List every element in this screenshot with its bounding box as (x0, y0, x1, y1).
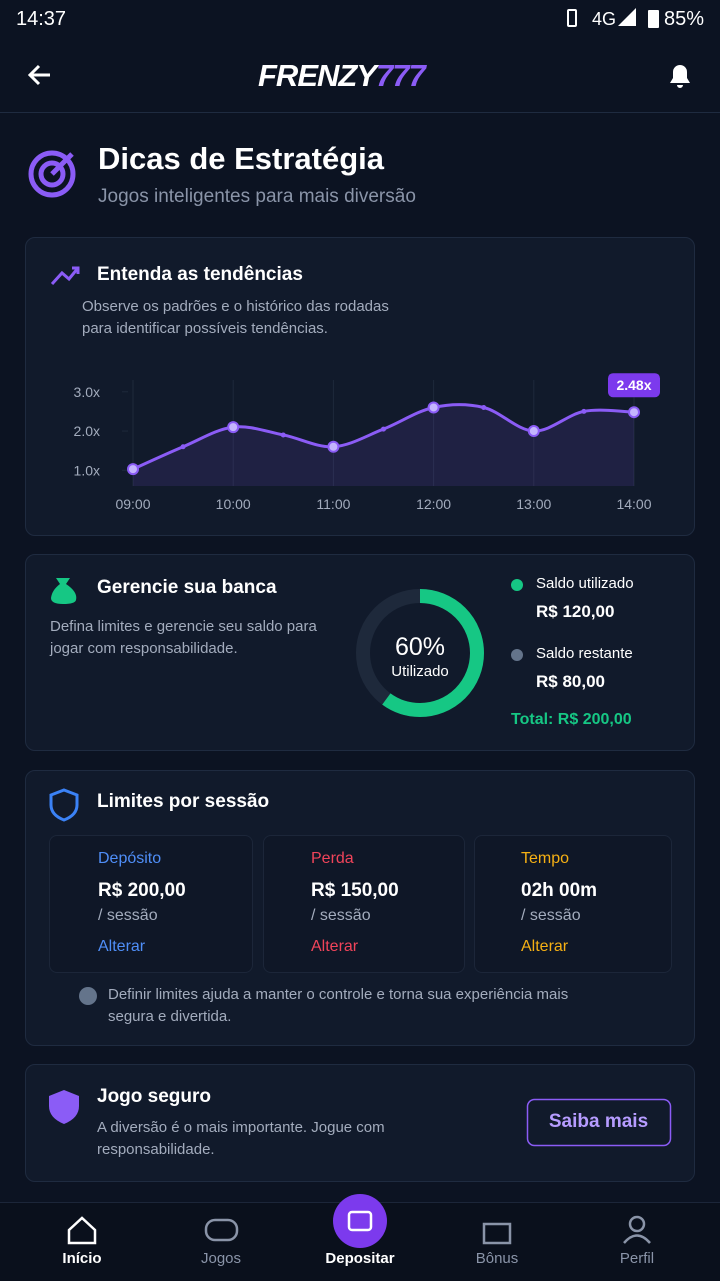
point (327, 440, 340, 453)
legend-name: Saldo restante (536, 645, 633, 662)
point (527, 425, 540, 438)
notifications-button[interactable] (670, 65, 690, 88)
legend-amount: R$ 120,00 (536, 602, 615, 621)
learn-more-button[interactable] (526, 1098, 672, 1147)
vibrate-icon (567, 9, 577, 27)
limit-unit: / sessão (311, 907, 371, 924)
safe-card (25, 1064, 695, 1182)
point (628, 406, 640, 419)
logo-accent: 777 (376, 58, 426, 93)
back-button[interactable] (27, 64, 50, 86)
legend-dot (511, 579, 523, 591)
status-time: 14:37 (16, 8, 67, 30)
nav-label[interactable]: Perfil (619, 1250, 655, 1267)
trends-title: Entenda as tendências (97, 264, 303, 285)
games-icon[interactable] (204, 1218, 239, 1242)
deposit-button[interactable] (333, 1194, 387, 1248)
limit-action[interactable]: Alterar (521, 938, 569, 955)
bonus-icon[interactable] (482, 1222, 512, 1245)
limit-box (263, 835, 465, 973)
limit-box (49, 835, 253, 973)
safe-title: Jogo seguro (97, 1086, 212, 1107)
nav-label[interactable]: Bônus (475, 1250, 519, 1267)
x-tick-label: 11:00 (316, 496, 350, 512)
limits-title: Limites por sessão (97, 791, 270, 812)
y-tick-label: 3.0x (74, 384, 100, 400)
point (381, 426, 386, 432)
legend-dot (511, 649, 523, 661)
donut-chart: 60% Utilizado (356, 589, 484, 717)
target-icon (28, 150, 76, 198)
profile-icon[interactable] (628, 1215, 646, 1233)
bankroll-total: Total: R$ 200,00 (511, 711, 632, 728)
point (581, 408, 587, 414)
value-label: 2.48x (616, 377, 651, 393)
limit-unit: / sessão (98, 907, 158, 924)
signal-icon (618, 8, 636, 26)
money-icon (51, 578, 77, 604)
limit-action[interactable]: Alterar (98, 938, 146, 955)
nav-label[interactable]: Jogos (200, 1250, 242, 1267)
y-tick-label: 2.0x (74, 423, 100, 439)
safe-icon (49, 1090, 79, 1124)
point (280, 432, 286, 438)
point (227, 421, 240, 434)
x-tick-label: 09:00 (115, 496, 150, 512)
safe-text: A diversão é o mais importante. Jogue co… (97, 1119, 385, 1158)
wallet-icon (347, 1210, 373, 1232)
legend-name: Saldo utilizado (536, 575, 634, 592)
bankroll-description: Defina limites e gerencie seu saldo para… (50, 618, 317, 657)
home-icon[interactable] (67, 1216, 97, 1245)
limit-amount: R$ 150,00 (311, 880, 399, 901)
limit-action[interactable]: Alterar (311, 938, 359, 955)
logo-main: FRENZY (258, 58, 377, 93)
limit-label: Tempo (521, 850, 570, 867)
nav-icons (67, 1215, 651, 1245)
line-area (133, 404, 634, 486)
nav-label[interactable]: Início (62, 1250, 102, 1267)
limit-label: Depósito (98, 850, 162, 867)
shield-icon (49, 788, 79, 822)
battery-icon (648, 10, 659, 28)
trend-chart: 09:00 10:00 11:00 12:00 13:00 14:00 1.0x 2.0x 3.… (74, 373, 660, 512)
x-tick-label: 12:00 (416, 496, 451, 512)
y-tick-label: 1.0x (74, 462, 100, 478)
donut-caption: Utilizado (391, 663, 449, 680)
x-tick-label: 13:00 (516, 496, 551, 512)
status-battery: 85% (664, 8, 705, 30)
limit-amount: 02h 00m (521, 880, 598, 901)
header-divider (0, 112, 720, 113)
trends-description: Observe os padrões e o histórico das rod… (82, 298, 389, 337)
logo[interactable]: FRENZY777 (258, 58, 426, 94)
nav-label[interactable]: Depositar (325, 1250, 395, 1267)
legend-amount: R$ 80,00 (536, 672, 605, 691)
page-title: Dicas de Estratégia (98, 141, 385, 176)
x-tick-label: 10:00 (216, 496, 251, 512)
limits-note: Definir limites ajuda a manter o control… (108, 986, 569, 1025)
point (180, 444, 186, 450)
limit-label: Perda (311, 850, 354, 867)
donut-label: 60% (395, 633, 445, 661)
point (481, 404, 487, 410)
learn-more-label[interactable]: Saiba mais (548, 1111, 649, 1132)
donut-arc (356, 589, 484, 717)
status-icons (567, 8, 659, 28)
point (427, 401, 440, 414)
value-label-bg (608, 373, 660, 398)
status-network: 4G (592, 9, 617, 29)
limit-amount: R$ 200,00 (98, 880, 186, 901)
limit-box (474, 835, 672, 973)
limit-unit: / sessão (521, 907, 581, 924)
point (127, 463, 139, 476)
x-tick-label: 14:00 (616, 496, 651, 512)
page-subtitle: Jogos inteligentes para mais diversão (98, 186, 416, 207)
info-icon (79, 987, 97, 1005)
trend-icon (50, 266, 80, 286)
trends-card (25, 237, 695, 536)
bankroll-title: Gerencie sua banca (97, 577, 277, 598)
